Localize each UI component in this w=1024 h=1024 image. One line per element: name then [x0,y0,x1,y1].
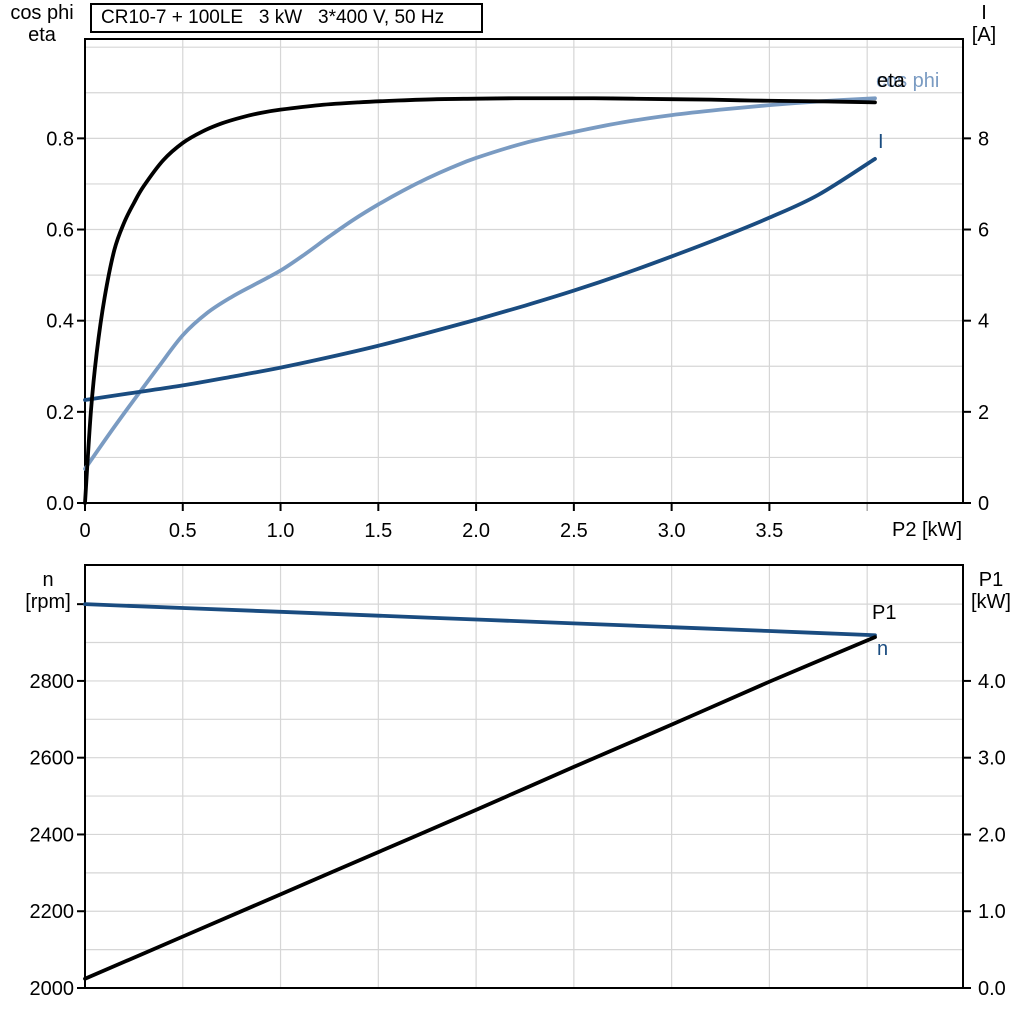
tick-label-y-right: 4.0 [978,671,1006,693]
tick-label-y-right: 8 [978,128,989,150]
tick-label-y-left: 2600 [30,748,75,770]
tick-label-y-left: 0.6 [46,220,74,242]
tick-label-y-left: 2200 [30,901,75,923]
chart-panel-1: 2000 2200 2400 2600 2800 0.0 1.0 2.0 3.0 4.0 [30,564,1006,1000]
tick-label-x: 1.5 [364,520,392,542]
tick-label-y-left: 2000 [30,978,75,1000]
plot-frame [84,38,964,504]
curve-label-P1: P1 [872,602,897,624]
yright-axis-unit-ampere: [A] [971,24,997,46]
yright-axis-label-current: I [981,2,987,24]
curve-eta [83,96,877,505]
curve-label-I: I [878,131,884,153]
yleft-axis-unit-rpm: [rpm] [25,591,71,613]
curve-cos-phi [83,96,877,471]
tick-label-y-left: 2400 [30,824,75,846]
curve-label-n: n [877,638,889,660]
plot-frame [84,564,964,989]
yright-axis-label-p1: P1 [978,569,1004,591]
yleft-axis-label-eta: eta [28,24,56,46]
tick-label-y-right: 0.0 [978,978,1006,1000]
chart-panel-0: 0 0.5 1.0 1.5 2.0 2.5 3.0 3.5 0.0 0.2 0.4 0.6 0.8 0 2 4… [46,38,989,542]
tick-label-x: 0 [79,520,90,542]
tick-label-x: 3.0 [658,520,686,542]
yleft-axis-label-n: n [42,569,54,591]
tick-label-y-left: 0.0 [46,493,74,515]
tick-label-x: 3.5 [756,520,784,542]
tick-label-y-left: 2800 [30,671,75,693]
tick-label-y-right: 4 [978,311,989,333]
yright-axis-unit-kw: [kW] [971,591,1011,613]
curve-label-cos-phi: cos phi [876,70,940,92]
tick-label-y-right: 2.0 [978,824,1006,846]
tick-label-x: 1.0 [267,520,295,542]
tick-label-y-right: 0 [978,493,989,515]
tick-label-y-right: 3.0 [978,748,1006,770]
curve-n [83,602,877,638]
tick-label-x: 2.5 [560,520,588,542]
curve-I [83,156,877,402]
tick-label-y-left: 0.2 [46,402,74,424]
tick-label-y-right: 1.0 [978,901,1006,923]
tick-label-y-left: 0.4 [46,311,74,333]
tick-label-x: 2.0 [462,520,490,542]
curve-P1 [83,635,877,981]
tick-label-y-right: 2 [978,402,989,424]
x-axis-label-p2: P2 [kW] [891,519,962,541]
tick-label-x: 0.5 [169,520,197,542]
tick-label-y-left: 0.8 [46,128,74,150]
chart-title-box: CR10-7 + 100LE 3 kW 3*400 V, 50 Hz [90,3,483,33]
chart-title: CR10-7 + 100LE 3 kW 3*400 V, 50 Hz [101,7,445,28]
tick-label-y-right: 6 [978,220,989,242]
curve-label-eta: eta [877,70,905,92]
yleft-axis-label-cos-phi: cos phi [10,2,74,24]
